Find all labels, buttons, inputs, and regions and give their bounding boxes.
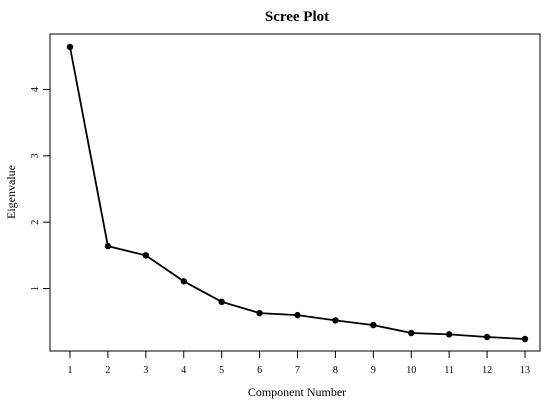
x-tick-label: 2 [105,365,110,376]
data-point [294,311,301,319]
chart-title: Scree Plot [265,9,329,25]
x-tick-label: 1 [68,365,73,376]
y-tick-label: 3 [30,153,41,158]
x-tick-label: 7 [295,365,300,376]
data-point [483,333,491,341]
eigenvalue-points [66,43,529,343]
data-point [332,317,339,324]
y-tick-label: 4 [30,87,41,92]
x-tick-label: 6 [257,365,262,376]
data-point [104,242,112,250]
data-point [180,278,187,285]
data-point [218,298,225,306]
plot-frame [49,33,541,352]
x-tick-label: 12 [482,365,492,376]
x-tick-label: 11 [444,365,454,376]
x-tick-label: 10 [406,365,416,376]
y-axis: 1 2 3 4 [30,87,50,291]
x-axis-label: Component Number [248,385,346,399]
data-point [370,321,377,329]
x-tick-label: 3 [143,365,148,376]
x-tick-label: 8 [333,365,338,376]
x-tick-label: 13 [520,365,530,376]
data-point [521,335,529,343]
y-tick-label: 1 [30,286,41,291]
x-tick-label: 4 [181,365,186,376]
data-point [66,43,74,51]
x-tick-label: 9 [371,365,376,376]
data-point [408,329,415,337]
y-axis-label: Eigenvalue [4,165,18,219]
eigenvalue-line [69,46,526,340]
data-point [445,331,453,338]
y-tick-label: 2 [30,220,41,225]
data-point [142,252,150,259]
x-axis: 1 2 3 4 5 6 7 8 9 10 11 12 13 [68,351,530,376]
eigenvalue-series [66,43,529,343]
data-point [256,309,263,317]
x-tick-label: 5 [219,365,224,376]
